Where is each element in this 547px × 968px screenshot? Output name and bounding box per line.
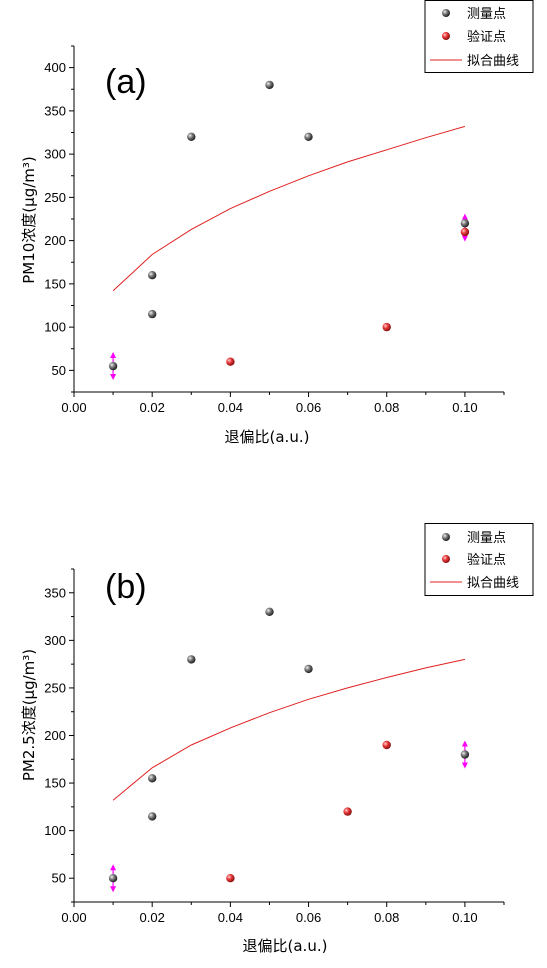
- y-tick-label-b: 150: [44, 776, 66, 791]
- legend-a: 测量点 验证点 拟合曲线: [424, 0, 534, 73]
- y-tick-label-b: 200: [44, 728, 66, 743]
- y-tick-label-a: 100: [44, 320, 66, 335]
- legend-marker-validation-b: [442, 555, 450, 563]
- y-tick-label-b: 350: [44, 585, 66, 600]
- legend-marker-measured-b: [442, 533, 450, 541]
- y-tick-label-a: 300: [44, 147, 66, 162]
- y-axis-label-b: PM2.5浓度(μg/m³): [20, 649, 38, 781]
- legend-label-validation-a: 验证点: [467, 29, 506, 45]
- measured-point-a: [148, 271, 157, 280]
- fit-curve-b: [112, 658, 466, 801]
- validation-point-a: [460, 227, 470, 237]
- y-tick-label-b: 100: [44, 823, 66, 838]
- chart-panel-a: (a) 测量点 验证点 拟合曲线 退偏比(a.u.) PM10浓度(μg/m³)…: [20, 0, 534, 446]
- x-tick-label-a: 0.02: [140, 400, 165, 415]
- x-tick-label-b: 0.06: [296, 910, 321, 925]
- validation-point-b: [343, 807, 352, 816]
- y-axis-label-a: PM10浓度(μg/m³): [20, 156, 38, 284]
- x-tick-label-a: 0.10: [452, 400, 477, 415]
- measured-point-b: [108, 874, 118, 883]
- x-tick-label-b: 0.04: [218, 910, 243, 925]
- legend-label-validation-b: 验证点: [467, 552, 506, 568]
- legend-label-measured-a: 测量点: [467, 7, 506, 22]
- y-tick-label-b: 250: [44, 680, 66, 695]
- validation-point-a: [226, 357, 235, 366]
- measured-point-b: [265, 607, 274, 616]
- y-tick-label-a: 50: [52, 363, 66, 378]
- panel-label-b: (b): [105, 568, 147, 606]
- x-tick-label-a: 0.04: [218, 400, 243, 415]
- legend-label-fit-a: 拟合曲线: [467, 54, 519, 69]
- y-tick-label-b: 300: [44, 633, 66, 648]
- y-tick-label-b: 50: [52, 871, 66, 886]
- y-tick-label-a: 350: [44, 103, 66, 118]
- measured-point-a: [304, 132, 313, 141]
- measured-point-b: [148, 812, 157, 821]
- x-axis-label-b: 退偏比(a.u.): [243, 937, 328, 955]
- x-tick-label-b: 0.00: [61, 910, 86, 925]
- legend-label-measured-b: 测量点: [467, 531, 506, 546]
- measured-point-b: [304, 664, 313, 674]
- y-tick-label-a: 150: [44, 276, 66, 291]
- x-tick-label-b: 0.08: [374, 910, 399, 925]
- panel-label-a: (a): [105, 63, 147, 101]
- validation-point-b: [226, 874, 235, 883]
- error-arrow-a: [461, 213, 468, 242]
- y-tick-label-a: 400: [44, 60, 66, 75]
- fit-curve-a: [112, 125, 466, 292]
- measured-point-a: [148, 309, 157, 319]
- x-tick-label-a: 0.00: [61, 400, 86, 415]
- measured-point-b: [148, 774, 157, 783]
- measured-point-a: [265, 80, 274, 90]
- measured-point-a: [460, 219, 470, 228]
- y-tick-label-a: 250: [44, 190, 66, 205]
- validation-point-a: [382, 322, 391, 332]
- y-tick-label-a: 200: [44, 233, 66, 248]
- measured-point-a: [108, 361, 118, 371]
- measured-point-b: [187, 655, 196, 664]
- x-tick-label-b: 0.10: [452, 910, 477, 925]
- legend-label-fit-b: 拟合曲线: [467, 576, 519, 591]
- chart-panel-b: (b) 测量点 验证点 拟合曲线 退偏比(a.u.) PM2.5浓度(μg/m³…: [20, 523, 534, 955]
- x-tick-label-b: 0.02: [140, 910, 165, 925]
- measured-point-b: [460, 750, 470, 759]
- legend-marker-validation-a: [442, 32, 450, 40]
- x-axis-label-a: 退偏比(a.u.): [225, 428, 310, 446]
- x-tick-label-a: 0.08: [374, 400, 399, 415]
- legend-b: 测量点 验证点 拟合曲线: [424, 523, 534, 596]
- validation-point-b: [382, 740, 391, 750]
- legend-marker-measured-a: [442, 9, 450, 17]
- measured-point-a: [187, 132, 196, 141]
- x-tick-label-a: 0.06: [296, 400, 321, 415]
